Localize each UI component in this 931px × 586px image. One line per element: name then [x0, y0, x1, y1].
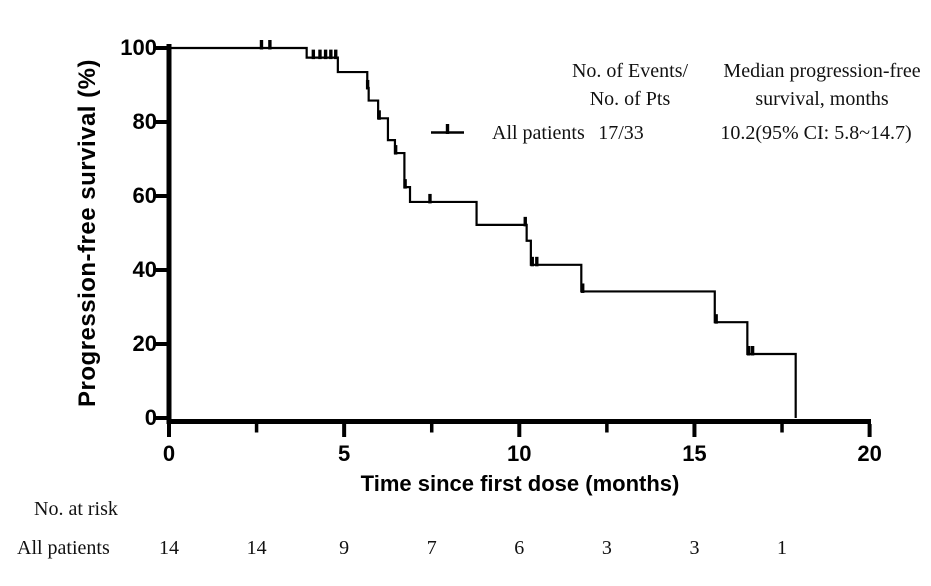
legend-series-label: All patients [492, 122, 585, 144]
risk-row-label: All patients [17, 537, 110, 559]
median-column-header: Median progression-free survival, months [723, 57, 920, 113]
events-header-line1: No. of Events/ [571, 60, 689, 82]
survival-curve [169, 46, 797, 418]
y-tick-label: 40 [132, 257, 157, 282]
risk-value: 1 [777, 537, 788, 559]
y-tick-label: 20 [132, 331, 157, 356]
risk-value: 6 [514, 537, 525, 559]
legend-events-value: 17/33 [598, 122, 644, 144]
x-tick-label: 20 [857, 441, 882, 466]
x-tick-label: 0 [162, 441, 176, 466]
risk-value: 3 [689, 537, 700, 559]
y-tick-label: 60 [132, 183, 157, 208]
median-header-line2: survival, months [755, 88, 889, 110]
y-tick-label: 100 [120, 35, 157, 60]
events-column-header: No. of Events/ No. of Pts [572, 57, 688, 113]
risk-value: 14 [159, 537, 179, 559]
risk-value: 7 [426, 537, 437, 559]
risk-table-title: No. at risk [34, 498, 118, 520]
x-tick-label: 5 [338, 441, 351, 466]
risk-value: 14 [246, 537, 267, 559]
x-tick-label: 15 [682, 441, 707, 466]
y-axis-title: Progression-free survival (%) [74, 59, 101, 407]
risk-value: 9 [339, 537, 350, 559]
risk-value: 3 [601, 537, 612, 559]
x-axis-title: Time since first dose (months) [360, 471, 680, 496]
legend-median-value: 10.2(95% CI: 5.8~14.7) [720, 122, 912, 144]
y-tick-label: 0 [144, 405, 157, 430]
events-header-line2: No. of Pts [589, 88, 671, 110]
median-header-line1: Median progression-free [723, 60, 921, 82]
x-tick-label: 10 [507, 441, 532, 466]
y-tick-label: 80 [132, 109, 157, 134]
